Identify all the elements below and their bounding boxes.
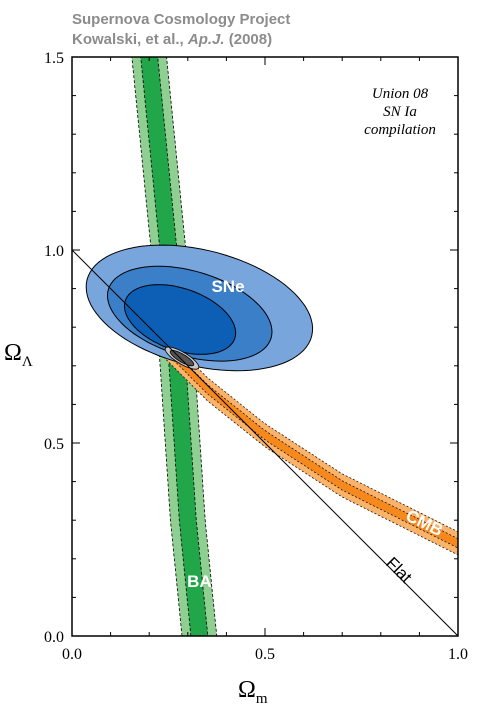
header-journal: Ap.J. <box>187 31 225 48</box>
y-tick-label: 1.0 <box>44 243 64 260</box>
x-tick-label: 0.0 <box>62 646 82 663</box>
y-tick-label: 0.5 <box>44 436 64 453</box>
ticks-layer: 0.0 0.5 1.0 0.0 0.5 1.0 1.5 <box>44 50 468 663</box>
x-axis-symbol: Ω <box>238 677 256 703</box>
y-tick-label: 1.5 <box>44 50 64 67</box>
x-axis-subscript: m <box>256 691 268 707</box>
header-line-2: Kowalski, et al., Ap.J. (2008) <box>72 31 272 48</box>
flat-label: Flat <box>382 553 416 587</box>
sne-layer <box>85 244 314 372</box>
flat-layer <box>72 249 458 636</box>
header-line-1: Supernova Cosmology Project <box>72 11 290 28</box>
header-authors: Kowalski, et al., <box>72 31 188 48</box>
plot-area <box>72 57 458 636</box>
x-tick-label: 1.0 <box>448 646 468 663</box>
x-axis-title: Ωm <box>238 677 268 707</box>
cmb-contour-1 <box>91 276 458 549</box>
annotation-line-2: SN Ia <box>383 104 417 120</box>
sne-label: SNe <box>211 277 244 296</box>
annotation-line-1: Union 08 <box>372 86 429 102</box>
y-axis-title: ΩΛ <box>4 340 33 370</box>
sne-contour-1 <box>124 284 237 355</box>
bao-label: BAO <box>187 572 225 591</box>
flat-line <box>72 249 458 636</box>
annotation-line-3: compilation <box>364 122 436 138</box>
x-tick-label: 0.5 <box>255 646 275 663</box>
y-tick-label: 0.0 <box>44 629 64 646</box>
y-axis-subscript: Λ <box>22 354 33 370</box>
y-axis-symbol: Ω <box>4 340 22 366</box>
header-year: (2008) <box>225 31 273 48</box>
